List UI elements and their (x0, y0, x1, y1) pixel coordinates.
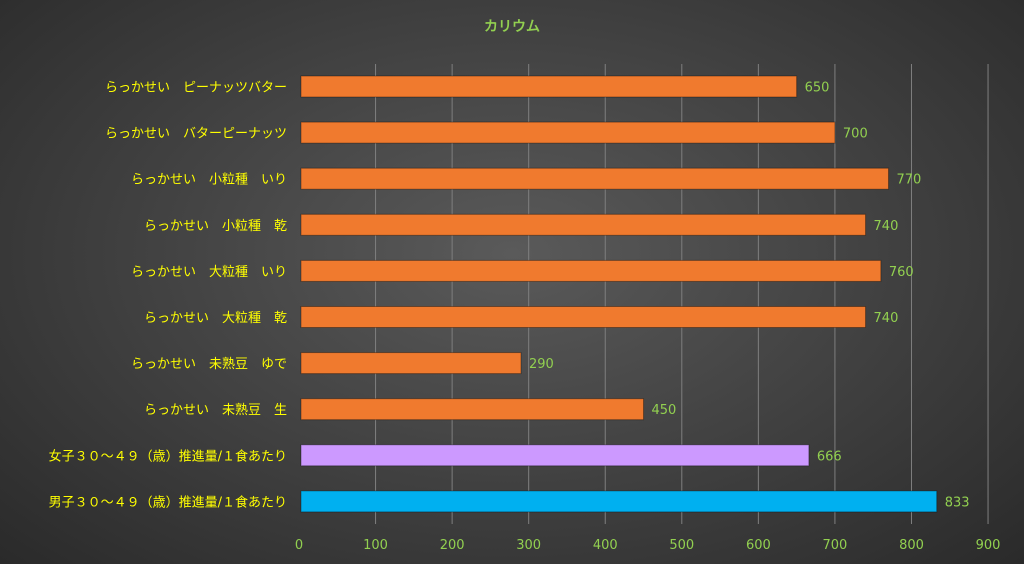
category-label: らっかせい 未熟豆 生 (144, 402, 287, 418)
bar (300, 490, 938, 513)
category-label: らっかせい 大粒種 乾 (144, 310, 287, 326)
x-tick-label: 900 (976, 538, 1001, 553)
x-axis-ticks: 0 100 200 300 400 500 600 700 800 900 (295, 538, 1001, 553)
category-label: らっかせい 小粒種 乾 (144, 218, 287, 234)
data-label: 450 (652, 403, 677, 418)
data-label: 650 (805, 81, 830, 96)
category-label: 男子３０～４９（歳）推進量/１食あたり (49, 494, 287, 510)
data-label: 760 (889, 265, 914, 280)
x-tick-label: 800 (899, 538, 924, 553)
category-label: らっかせい ピーナッツバター (105, 81, 287, 96)
bar (300, 213, 867, 236)
x-tick-label: 200 (440, 538, 465, 553)
x-tick-label: 600 (746, 538, 771, 553)
category-label: らっかせい 未熟豆 ゆで (131, 356, 287, 372)
bar (300, 121, 836, 144)
data-label: 740 (874, 219, 899, 234)
category-label: 女子３０～４９（歳）推進量/１食あたり (49, 448, 287, 464)
category-label: らっかせい 小粒種 いり (131, 172, 287, 188)
data-labels: 650 700 770 740 760 740 290 450 666 833 (529, 81, 970, 511)
data-label: 833 (945, 495, 970, 510)
bar (300, 259, 882, 282)
x-tick-label: 400 (593, 538, 618, 553)
category-label: らっかせい バターピーナッツ (105, 127, 287, 142)
bar (300, 352, 522, 375)
x-tick-label: 300 (516, 538, 541, 553)
bar (300, 444, 810, 467)
data-label: 700 (843, 127, 868, 142)
data-label: 740 (874, 311, 899, 326)
bars (300, 75, 938, 513)
data-label: 666 (817, 449, 842, 464)
category-label: らっかせい 大粒種 いり (131, 264, 287, 280)
chart-title: カリウム (484, 19, 540, 35)
x-tick-label: 100 (363, 538, 388, 553)
bar (300, 398, 645, 421)
bar (300, 306, 867, 328)
x-tick-label: 500 (669, 538, 694, 553)
bar (300, 75, 798, 98)
x-tick-label: 0 (295, 538, 303, 553)
data-label: 770 (897, 173, 922, 188)
data-label: 290 (529, 357, 554, 372)
bar (300, 167, 890, 190)
x-tick-label: 700 (823, 538, 848, 553)
